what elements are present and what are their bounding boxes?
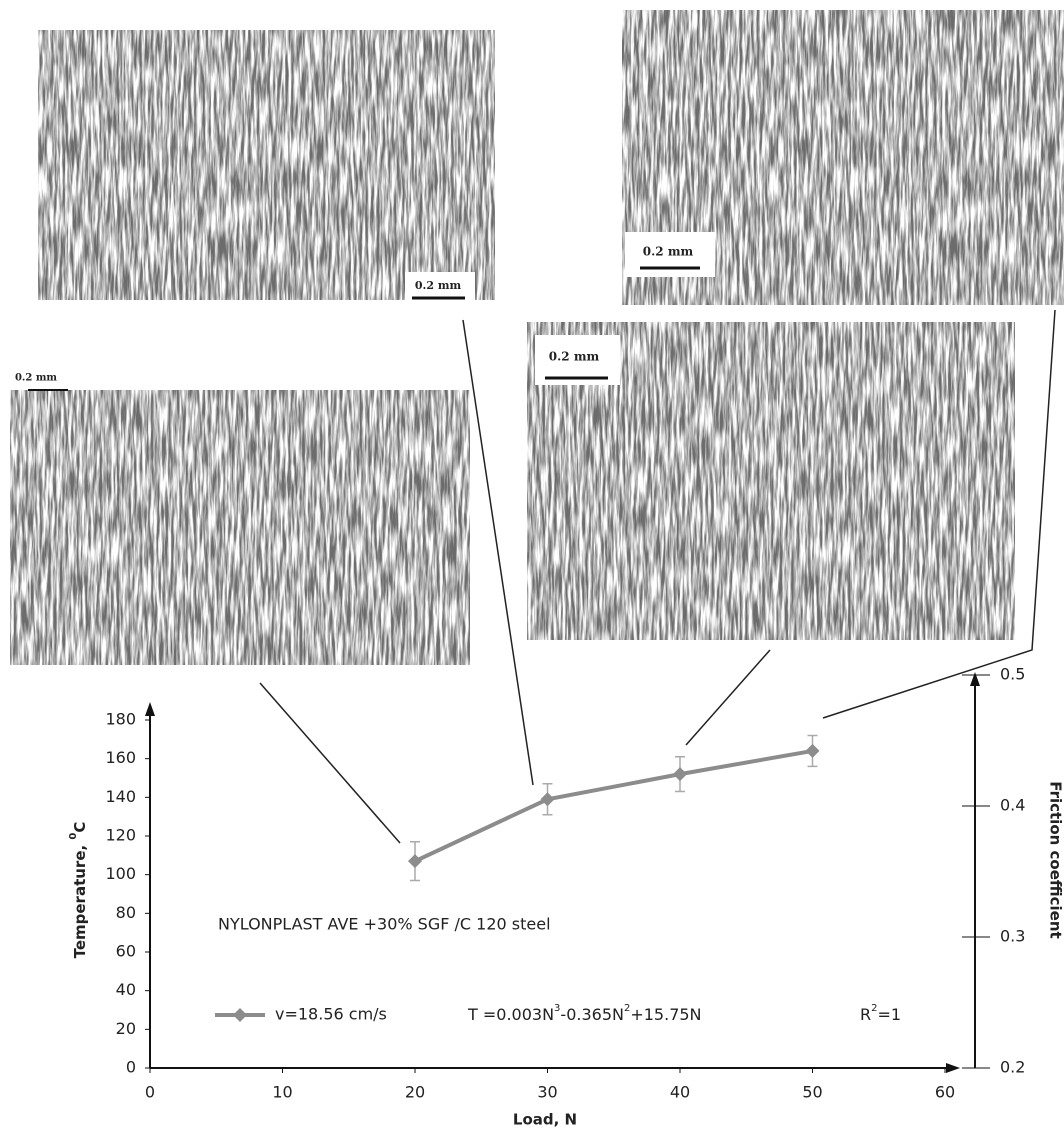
- y2-tick-label: 0.2: [1000, 1058, 1025, 1077]
- data-point: [408, 854, 422, 868]
- data-point: [806, 744, 820, 758]
- micrograph: [38, 30, 495, 300]
- y-tick-label: 180: [105, 710, 136, 729]
- text-part: Temperature,: [71, 840, 89, 959]
- text-part: C: [71, 822, 89, 833]
- x-axis-label: Load, N: [513, 1111, 577, 1129]
- y2-tick-label: 0.5: [1000, 665, 1025, 684]
- x-tick-label: 60: [935, 1083, 955, 1102]
- x-tick-label: 30: [537, 1083, 557, 1102]
- x-tick-label: 20: [405, 1083, 425, 1102]
- annotation: NYLONPLAST AVE +30% SGF /C 120 steel: [218, 915, 551, 934]
- y-axis-label: Temperature, 0C: [68, 822, 89, 959]
- arrow: [970, 672, 980, 686]
- x-tick-label: 0: [145, 1083, 155, 1102]
- text-part: +15.75N: [630, 1005, 701, 1024]
- y-tick-label: 60: [116, 942, 136, 961]
- y-tick-label: 40: [116, 980, 136, 999]
- legend-label: v=18.56 cm/s: [275, 1005, 387, 1024]
- series-line: [415, 751, 813, 861]
- scale-label: 0.2 mm: [415, 279, 462, 292]
- arrow: [145, 702, 155, 716]
- legend-marker: [233, 1008, 247, 1022]
- superscript: 0: [68, 833, 79, 840]
- x-tick-label: 10: [272, 1083, 292, 1102]
- scale-label: 0.2 mm: [549, 350, 600, 364]
- r-squared: R2=1: [860, 1003, 901, 1024]
- micrographs: 0.2 mm 0.2 mm 0.2 mm 0.2 mm: [10, 10, 1064, 665]
- text-part: -0.365N: [560, 1005, 624, 1024]
- y-tick-label: 20: [116, 1019, 136, 1038]
- data-point: [541, 792, 555, 806]
- y-tick-label: 160: [105, 748, 136, 767]
- connector: [686, 650, 770, 745]
- micrograph: [10, 390, 470, 665]
- scale-label: 0.2 mm: [15, 373, 57, 384]
- x-tick-label: 40: [670, 1083, 690, 1102]
- y-tick-label: 120: [105, 826, 136, 845]
- y2-tick-label: 0.4: [1000, 796, 1025, 815]
- y2-axis-label: Friction coefficient: [1047, 781, 1064, 938]
- scale-label: 0.2 mm: [643, 245, 694, 259]
- equation: T =0.003N3-0.365N2+15.75N: [467, 1003, 702, 1024]
- text-part: =1: [878, 1005, 902, 1024]
- y-tick-label: 140: [105, 787, 136, 806]
- figure: 0.2 mm 0.2 mm 0.2 mm 0.2 mm Load, N Fric…: [0, 0, 1064, 1133]
- y-tick-label: 100: [105, 864, 136, 883]
- connector: [463, 320, 533, 785]
- connector: [260, 683, 400, 843]
- y-tick-label: 0: [126, 1058, 136, 1077]
- y2-tick-label: 0.3: [1000, 927, 1025, 946]
- x-tick-label: 50: [802, 1083, 822, 1102]
- y-tick-label: 80: [116, 903, 136, 922]
- text-part: R: [860, 1005, 871, 1024]
- text-part: T =0.003N: [467, 1005, 554, 1024]
- data-point: [673, 767, 687, 781]
- arrow: [946, 1063, 960, 1073]
